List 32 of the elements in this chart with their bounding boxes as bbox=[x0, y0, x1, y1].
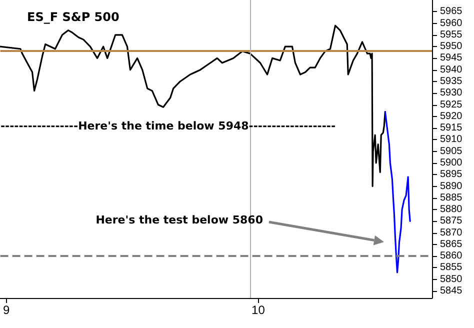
y-tick-label: 5910 bbox=[440, 134, 463, 146]
x-tick-label: 10 bbox=[252, 303, 266, 317]
y-tick-label: 5955 bbox=[440, 29, 463, 40]
y-tick-label: 5940 bbox=[440, 64, 463, 76]
line-series bbox=[0, 24, 386, 188]
y-tick-label: 5855 bbox=[440, 262, 463, 274]
y-tick-label: 5960 bbox=[440, 18, 463, 29]
y-tick-label: 5920 bbox=[440, 110, 463, 122]
y-tick-label: 5880 bbox=[440, 204, 463, 216]
annotation: Here's the test below 5860 bbox=[96, 214, 264, 226]
y-tick-label: 5895 bbox=[440, 169, 463, 180]
y-tick-label: 5885 bbox=[440, 192, 463, 204]
y-tick-label: 5860 bbox=[440, 250, 463, 262]
y-tick-label: 5930 bbox=[440, 88, 463, 99]
y-tick-label: 5915 bbox=[440, 122, 463, 134]
text: ES_F S&P 500 bbox=[27, 10, 120, 24]
y-tick-label: 5865 bbox=[440, 238, 463, 250]
x-tick-label: 9 bbox=[2, 303, 10, 317]
y-tick-label: 5845 bbox=[440, 286, 463, 297]
y-tick-label: 5965 bbox=[440, 6, 463, 18]
y-tick-label: 5875 bbox=[440, 216, 463, 227]
line-series bbox=[384, 110, 411, 274]
y-tick-label: 5925 bbox=[440, 99, 463, 110]
y-tick-label: 5870 bbox=[440, 227, 463, 238]
y-tick-label: 5935 bbox=[440, 76, 463, 87]
y-tick-label: 5905 bbox=[440, 146, 463, 157]
annotation: -----------------Here's the time below 5948------------------- bbox=[0, 120, 336, 132]
y-tick-label: 5900 bbox=[440, 157, 463, 168]
y-tick-label: 5850 bbox=[440, 274, 463, 285]
y-tick-label: 5950 bbox=[440, 41, 463, 52]
y-tick-label: 5890 bbox=[440, 180, 463, 192]
y-tick-label: 5945 bbox=[440, 52, 463, 64]
